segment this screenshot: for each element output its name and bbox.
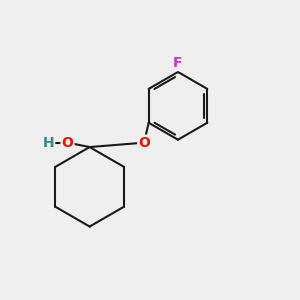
Text: F: F <box>173 56 183 70</box>
Text: O: O <box>138 136 150 150</box>
Text: O: O <box>61 136 74 150</box>
Text: H: H <box>43 136 54 150</box>
